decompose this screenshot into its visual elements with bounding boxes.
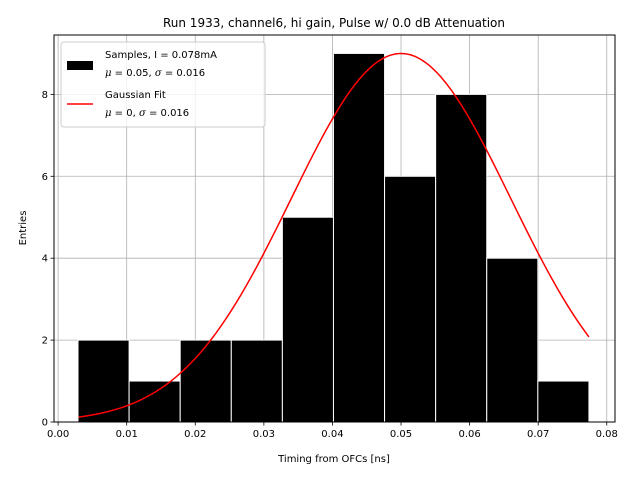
histogram-bars [77,52,590,423]
legend-samples-mu-symbol: μ [105,68,112,79]
x-tick-label: 0.08 [596,429,618,440]
histogram-bar [486,257,539,423]
x-tick-label: 0.05 [390,429,412,440]
y-axis-label: Entries [18,211,29,246]
x-tick-label: 0.04 [321,429,343,440]
x-tick-label: 0.00 [47,429,69,440]
y-tick-label: 6 [42,172,48,183]
histogram-bar [537,380,590,423]
histogram-bar [332,52,386,423]
x-axis-label: Timing from OFCs [ns] [277,454,390,465]
legend-fit-label: Gaussian Fit [105,90,166,101]
histogram-bar [435,93,488,423]
histogram-bar [77,339,130,423]
y-tick-label: 4 [42,254,48,265]
x-tick-label: 0.06 [458,429,480,440]
x-tick-label: 0.07 [527,429,549,440]
y-tick-label: 8 [42,90,48,101]
gaussian-fit [78,52,590,418]
histogram-bar [179,339,232,423]
x-tick-label: 0.01 [116,429,138,440]
legend-samples-stats: μ = 0.05, σ = 0.016 [105,68,205,79]
y-tick-label: 2 [42,336,48,347]
legend: Samples, I = 0.078mA μ = 0.05, σ = 0.016… [60,41,266,128]
x-tick-label: 0.03 [253,429,275,440]
y-axis-ticks: 0 2 4 6 8 [42,90,54,429]
histogram-bar [230,339,283,423]
legend-samples-sigma-symbol: σ [155,68,163,79]
legend-fit-mu-value: = 0, [112,108,139,119]
legend-fit-mu-symbol: μ [105,108,112,119]
legend-fit-stats: μ = 0, σ = 0.016 [105,108,189,119]
x-tick-label: 0.02 [184,429,206,440]
chart-title: Run 1933, channel6, hi gain, Pulse w/ 0.… [163,16,505,30]
plot-frame [53,34,616,423]
legend-samples-label: Samples, I = 0.078mA [105,50,217,61]
legend-fit-sigma-symbol: σ [139,108,147,119]
legend-samples-mu-value: = 0.05, [112,68,155,79]
x-axis-ticks: 0.00 0.01 0.02 0.03 0.04 0.05 0.06 0.07 0.08 [47,422,618,440]
histogram-bar [384,175,437,423]
y-tick-label: 0 [42,418,48,429]
plot-area: 0.00 0.01 0.02 0.03 0.04 0.05 0.06 0.07 0.08 0 2 4… [42,34,618,440]
legend-box [60,41,266,128]
legend-samples-sigma-value: = 0.016 [162,68,205,79]
histogram-bar [281,216,334,423]
legend-samples-swatch [67,61,93,70]
gaussian-fit-line [78,52,590,418]
legend-fit-sigma-value: = 0.016 [146,108,189,119]
